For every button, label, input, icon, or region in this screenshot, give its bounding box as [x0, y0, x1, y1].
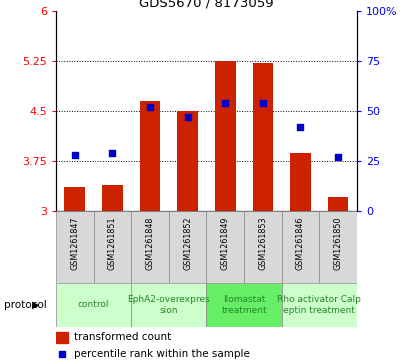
Bar — [56, 211, 94, 283]
Text: ▶: ▶ — [32, 300, 39, 310]
Text: GSM1261851: GSM1261851 — [108, 216, 117, 270]
Bar — [319, 211, 357, 283]
Point — [59, 351, 65, 357]
Bar — [215, 61, 236, 211]
Text: control: control — [78, 301, 110, 309]
Bar — [94, 211, 131, 283]
Bar — [177, 111, 198, 211]
Text: GSM1261853: GSM1261853 — [259, 216, 267, 270]
Bar — [56, 283, 131, 327]
Text: Ilomastat
treatment: Ilomastat treatment — [221, 295, 267, 315]
Point — [297, 124, 304, 130]
Text: percentile rank within the sample: percentile rank within the sample — [74, 349, 250, 359]
Point — [259, 100, 266, 106]
Title: GDS5670 / 8173059: GDS5670 / 8173059 — [139, 0, 274, 10]
Bar — [140, 101, 160, 211]
Bar — [290, 152, 311, 211]
Bar — [282, 211, 319, 283]
Text: GSM1261846: GSM1261846 — [296, 216, 305, 270]
Bar — [169, 211, 206, 283]
Bar — [328, 197, 349, 211]
Point — [222, 100, 229, 106]
Point — [335, 154, 342, 160]
Text: GSM1261850: GSM1261850 — [334, 216, 343, 270]
Bar — [244, 211, 282, 283]
Bar — [102, 185, 123, 211]
Bar — [56, 332, 68, 343]
Text: EphA2-overexpres
sion: EphA2-overexpres sion — [127, 295, 210, 315]
Bar — [282, 283, 357, 327]
Point — [147, 104, 154, 110]
Bar — [131, 283, 206, 327]
Bar — [131, 211, 169, 283]
Point — [184, 114, 191, 120]
Text: GSM1261847: GSM1261847 — [70, 216, 79, 270]
Bar — [253, 63, 273, 211]
Text: GSM1261849: GSM1261849 — [221, 216, 230, 270]
Bar — [64, 187, 85, 211]
Text: transformed count: transformed count — [74, 333, 171, 342]
Text: GSM1261848: GSM1261848 — [146, 216, 154, 270]
Bar — [206, 211, 244, 283]
Text: protocol: protocol — [4, 300, 47, 310]
Bar — [206, 283, 282, 327]
Point — [71, 152, 78, 158]
Text: Rho activator Calp
eptin treatment: Rho activator Calp eptin treatment — [277, 295, 361, 315]
Text: GSM1261852: GSM1261852 — [183, 216, 192, 270]
Point — [109, 150, 116, 155]
